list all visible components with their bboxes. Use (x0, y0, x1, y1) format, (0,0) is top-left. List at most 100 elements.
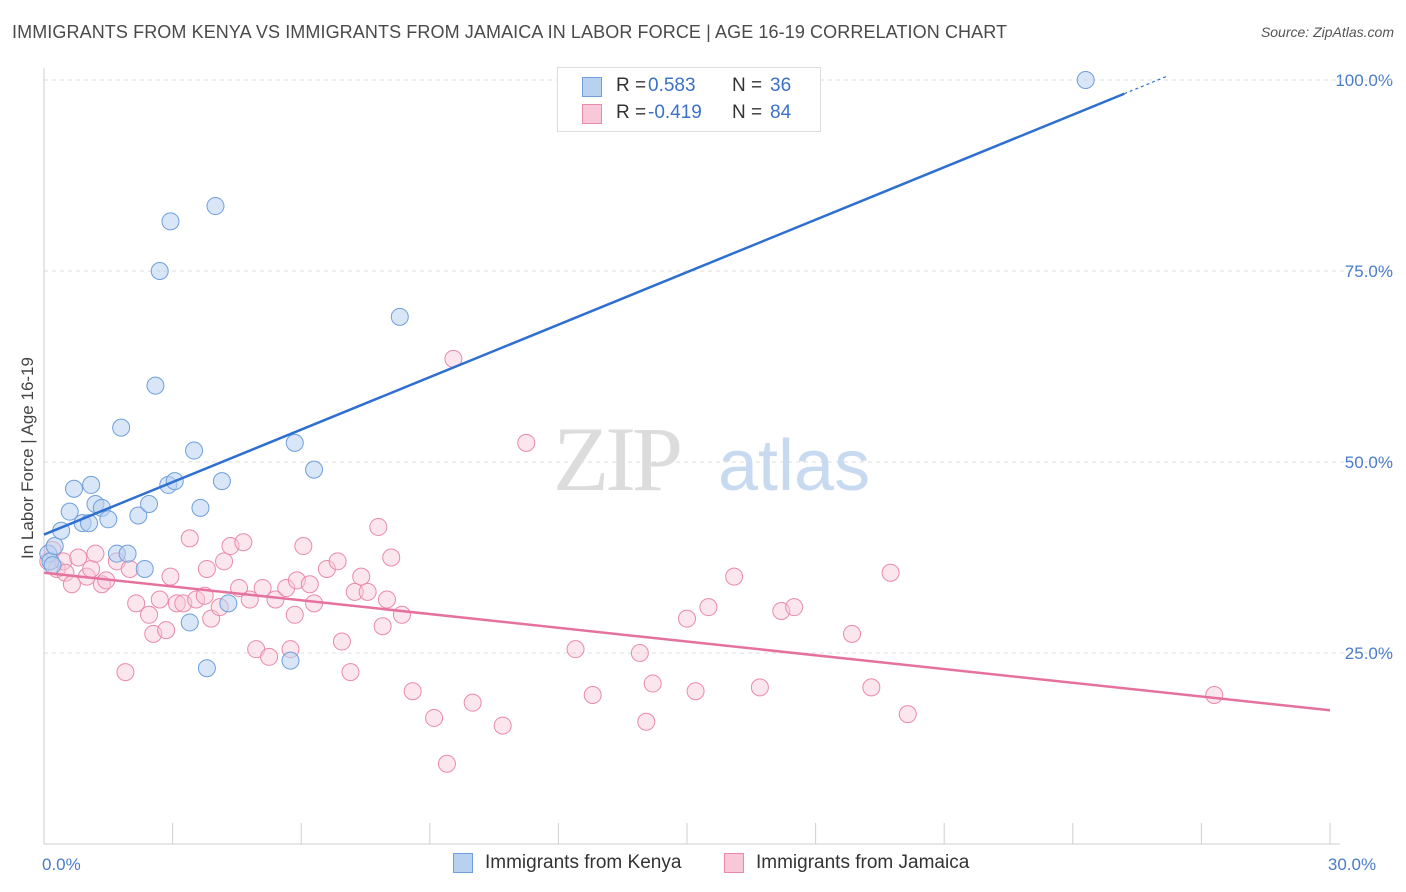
jamaica-point (382, 548, 401, 567)
kenya-point (150, 262, 169, 280)
kenya-point (390, 307, 409, 326)
jamaica-r-label: R = (616, 102, 647, 123)
jamaica-point (187, 590, 206, 609)
jamaica-point (285, 605, 304, 624)
jamaica-n-value: 84 (770, 102, 792, 123)
bottom-jamaica-swatch (724, 853, 744, 873)
jamaica-point (260, 647, 279, 666)
jamaica-point (630, 644, 649, 662)
jamaica-point (686, 682, 705, 701)
y-tick-label: 75.0% (1345, 262, 1393, 281)
jamaica-point (345, 582, 364, 601)
kenya-point (285, 433, 304, 452)
kenya-point (82, 475, 101, 494)
kenya-point (212, 472, 231, 491)
jamaica-r-value: -0.419 (648, 102, 702, 123)
kenya-trend-line (43, 92, 1125, 536)
jamaica-point (678, 609, 696, 628)
watermark-zip: ZIP (553, 408, 680, 510)
jamaica-point (643, 674, 662, 693)
jamaica-point (1205, 686, 1224, 705)
kenya-point (129, 506, 148, 525)
jamaica-point (517, 433, 536, 452)
jamaica-point (358, 582, 377, 601)
kenya-point (140, 495, 159, 514)
kenya-point (60, 502, 79, 521)
jamaica-point (566, 640, 585, 659)
jamaica-point (463, 693, 482, 712)
jamaica-point (197, 559, 216, 578)
jamaica-point (120, 559, 139, 578)
jamaica-point (898, 705, 917, 724)
jamaica-point (425, 708, 444, 727)
jamaica-point (140, 605, 159, 624)
jamaica-point (300, 575, 319, 594)
jamaica-point (150, 590, 169, 609)
jamaica-point (493, 716, 512, 735)
kenya-r-value: 0.583 (648, 75, 696, 96)
jamaica-point (277, 579, 296, 598)
jamaica-point (332, 632, 351, 651)
kenya-point (65, 479, 84, 498)
kenya-point (305, 460, 324, 479)
jamaica-point (294, 537, 313, 556)
jamaica-trend-line (43, 571, 1331, 712)
source-label: Source: ZipAtlas.com (1260, 24, 1394, 40)
kenya-point (185, 441, 204, 460)
jamaica-point (62, 575, 81, 594)
jamaica-point (234, 533, 253, 552)
kenya-point (146, 376, 165, 395)
jamaica-point (116, 663, 135, 682)
jamaica-point (215, 552, 234, 571)
jamaica-point (180, 529, 199, 548)
kenya-point (281, 651, 300, 670)
jamaica-point (583, 686, 602, 705)
jamaica-point (373, 617, 392, 636)
watermark-atlas: atlas (718, 426, 870, 506)
jamaica-point (377, 590, 396, 609)
kenya-swatch (582, 77, 602, 97)
jamaica-point (352, 567, 371, 586)
jamaica-point (167, 594, 186, 613)
kenya-point (161, 212, 180, 231)
kenya-r-label: R = (616, 75, 647, 96)
jamaica-point (881, 563, 900, 582)
jamaica-point (843, 624, 862, 643)
kenya-point (1076, 71, 1095, 89)
jamaica-point (157, 621, 176, 640)
jamaica-point (127, 594, 146, 613)
kenya-point (197, 659, 216, 678)
bottom-kenya-swatch (453, 853, 473, 873)
jamaica-point (785, 598, 804, 617)
jamaica-point (317, 559, 336, 578)
jamaica-point (328, 552, 347, 571)
kenya-point (219, 594, 238, 613)
jamaica-point (750, 678, 769, 697)
kenya-point (191, 498, 210, 517)
jamaica-point (725, 567, 744, 586)
jamaica-n-label: N = (732, 102, 763, 123)
x-tick-label: 30.0% (1328, 855, 1376, 874)
jamaica-point (403, 682, 422, 701)
jamaica-point (82, 559, 101, 578)
kenya-n-label: N = (732, 75, 763, 96)
jamaica-point (699, 598, 718, 617)
y-tick-label: 50.0% (1345, 453, 1393, 472)
x-tick-label: 0.0% (42, 855, 81, 874)
kenya-point (180, 613, 199, 632)
kenya-point (135, 559, 154, 578)
jamaica-point (86, 544, 105, 563)
kenya-trend-extension (1124, 75, 1168, 95)
chart-title: IMMIGRANTS FROM KENYA VS IMMIGRANTS FROM… (12, 22, 1008, 42)
bottom-kenya-label: Immigrants from Kenya (485, 852, 682, 873)
jamaica-point (637, 712, 656, 731)
kenya-n-value: 36 (770, 75, 792, 96)
jamaica-point (369, 517, 388, 536)
jamaica-point (161, 567, 180, 586)
kenya-point (118, 544, 137, 563)
jamaica-point (392, 605, 411, 624)
kenya-point (99, 510, 118, 529)
jamaica-point (69, 548, 88, 567)
jamaica-point (862, 678, 881, 697)
